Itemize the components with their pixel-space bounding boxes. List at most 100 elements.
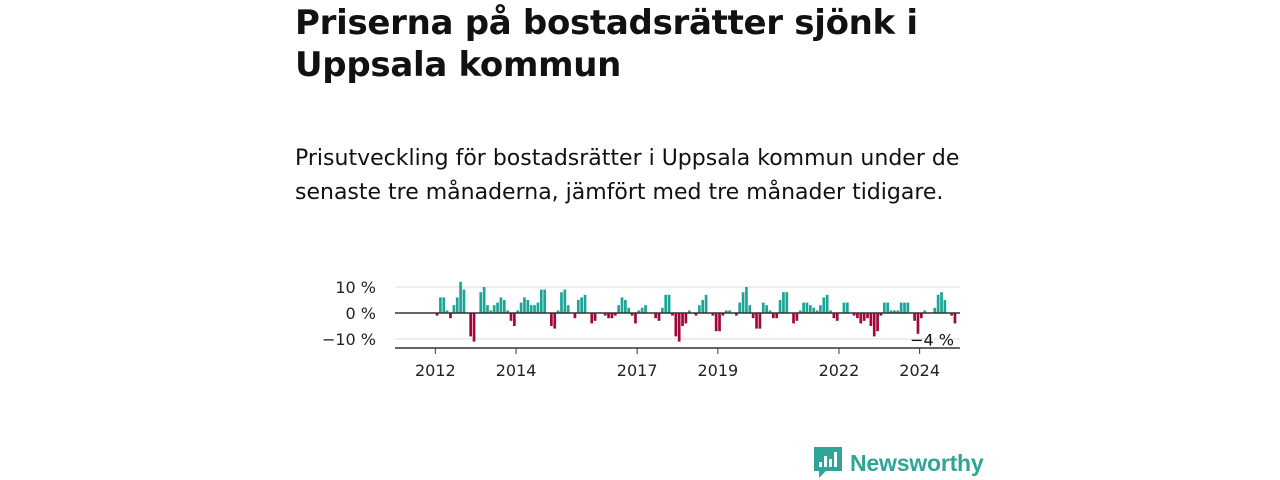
bar [936,294,940,313]
bar [513,313,516,326]
bar [667,294,671,313]
bar [539,289,543,313]
bar [724,310,728,313]
bar [620,297,624,313]
bar [876,313,879,332]
bar [953,313,957,324]
bar [899,302,903,313]
bar [835,313,839,321]
bar [610,313,614,319]
chart-title: Priserna på bostadsrätter sjönk i Uppsal… [295,3,918,85]
bar [940,292,943,313]
bar [455,297,459,313]
bar [798,310,802,313]
bar [879,313,883,316]
bar [698,305,701,313]
bar [590,313,594,324]
bar [489,310,493,313]
bar [654,313,657,319]
bar [449,313,452,319]
gridlines [395,286,960,340]
bar [741,292,745,313]
bar [751,313,755,319]
bar [721,313,725,316]
bar [603,313,607,316]
bar [607,313,610,319]
bar [627,307,631,313]
bar [815,310,819,313]
bar [637,310,641,313]
bar [913,313,916,321]
bar [761,302,765,313]
bar [893,310,896,313]
bar [671,313,674,316]
bar [862,313,866,321]
bar [445,310,449,313]
brand-logo: Newsworthy [814,446,984,480]
bar [509,313,513,321]
bar [613,313,617,316]
y-tick-label: −10 % [322,330,376,349]
bar [556,310,560,313]
x-tick-label: 2014 [496,361,537,380]
bar [809,305,812,313]
bar [563,289,567,313]
bar [550,313,553,326]
bar [704,294,708,313]
bar [923,310,927,313]
axes [395,312,960,354]
brand-name: Newsworthy [850,449,984,476]
bar [523,297,526,313]
bar [506,310,510,313]
bar [792,313,795,324]
bar [482,287,486,313]
bar [664,294,668,313]
bar [802,302,805,313]
bar [886,302,890,313]
bar [852,313,856,316]
x-tick-label: 2019 [697,361,738,380]
bar [711,313,715,316]
bar [943,300,947,313]
bar [765,305,768,313]
bars [435,281,957,342]
bar [634,313,637,324]
bar [533,305,536,313]
bar [536,302,540,313]
x-tick-label: 2012 [415,361,456,380]
bar [735,313,738,316]
bar [519,302,523,313]
bar [681,313,684,326]
bar [882,302,886,313]
bar [822,297,826,313]
bar [462,289,466,313]
bar [661,307,664,313]
bar [866,313,869,319]
bar [694,313,698,316]
chart-subtitle: Prisutveckling för bostadsrätter i Uppsa… [295,146,960,205]
bar [859,313,863,324]
bar [825,294,829,313]
bar [856,313,859,319]
bar [543,289,546,313]
bar [738,302,742,313]
bar [842,302,846,313]
bar [755,313,758,329]
bar [499,297,503,313]
bar [617,305,620,313]
bar [812,307,816,313]
bar [657,313,661,321]
bar [459,281,462,313]
bar [526,300,530,313]
bar [452,305,456,313]
bar [906,302,910,313]
bar [768,310,772,313]
bar [795,313,799,321]
bar [644,305,647,313]
bar [529,305,533,313]
bar-chart: 10 % 0 % −10 % 2012 2014 2017 2019 2022 2024 −4 % [322,278,960,380]
bar [486,305,489,313]
bar [718,313,721,332]
bar [624,300,627,313]
bar [775,313,779,319]
